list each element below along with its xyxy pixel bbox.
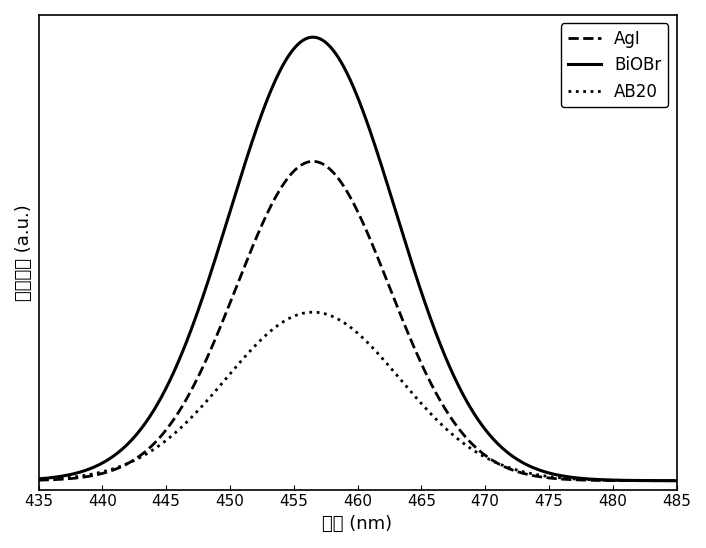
AgI (544, 475, 552, 481)
AB20 (473, 449, 481, 456)
AB20 (35, 476, 43, 483)
BiOBr (309, 34, 318, 41)
BiOBr (35, 476, 43, 482)
AB20 (100, 468, 108, 475)
X-axis label: 波长 (nm): 波长 (nm) (323, 515, 393, 533)
BiOBr (473, 415, 481, 422)
AB20 (309, 309, 318, 316)
AgI (316, 159, 325, 166)
AB20 (292, 312, 301, 318)
BiOBr (532, 466, 541, 472)
AB20 (672, 477, 681, 484)
Y-axis label: 相对强度 (a.u.): 相对强度 (a.u.) (15, 204, 33, 301)
Line: AgI: AgI (39, 161, 676, 481)
AB20 (544, 473, 552, 480)
BiOBr (292, 42, 301, 49)
BiOBr (672, 477, 681, 484)
AgI (35, 477, 43, 483)
AgI (473, 446, 481, 452)
Legend: AgI, BiOBr, AB20: AgI, BiOBr, AB20 (561, 24, 669, 107)
BiOBr (100, 459, 108, 466)
AgI (672, 477, 681, 484)
AB20 (316, 310, 325, 316)
Line: BiOBr: BiOBr (39, 37, 676, 481)
BiOBr (544, 470, 552, 476)
AgI (309, 158, 318, 164)
AgI (292, 165, 301, 172)
AB20 (532, 471, 541, 478)
BiOBr (316, 36, 325, 42)
Line: AB20: AB20 (39, 312, 676, 481)
AgI (100, 470, 108, 476)
AgI (532, 473, 541, 480)
